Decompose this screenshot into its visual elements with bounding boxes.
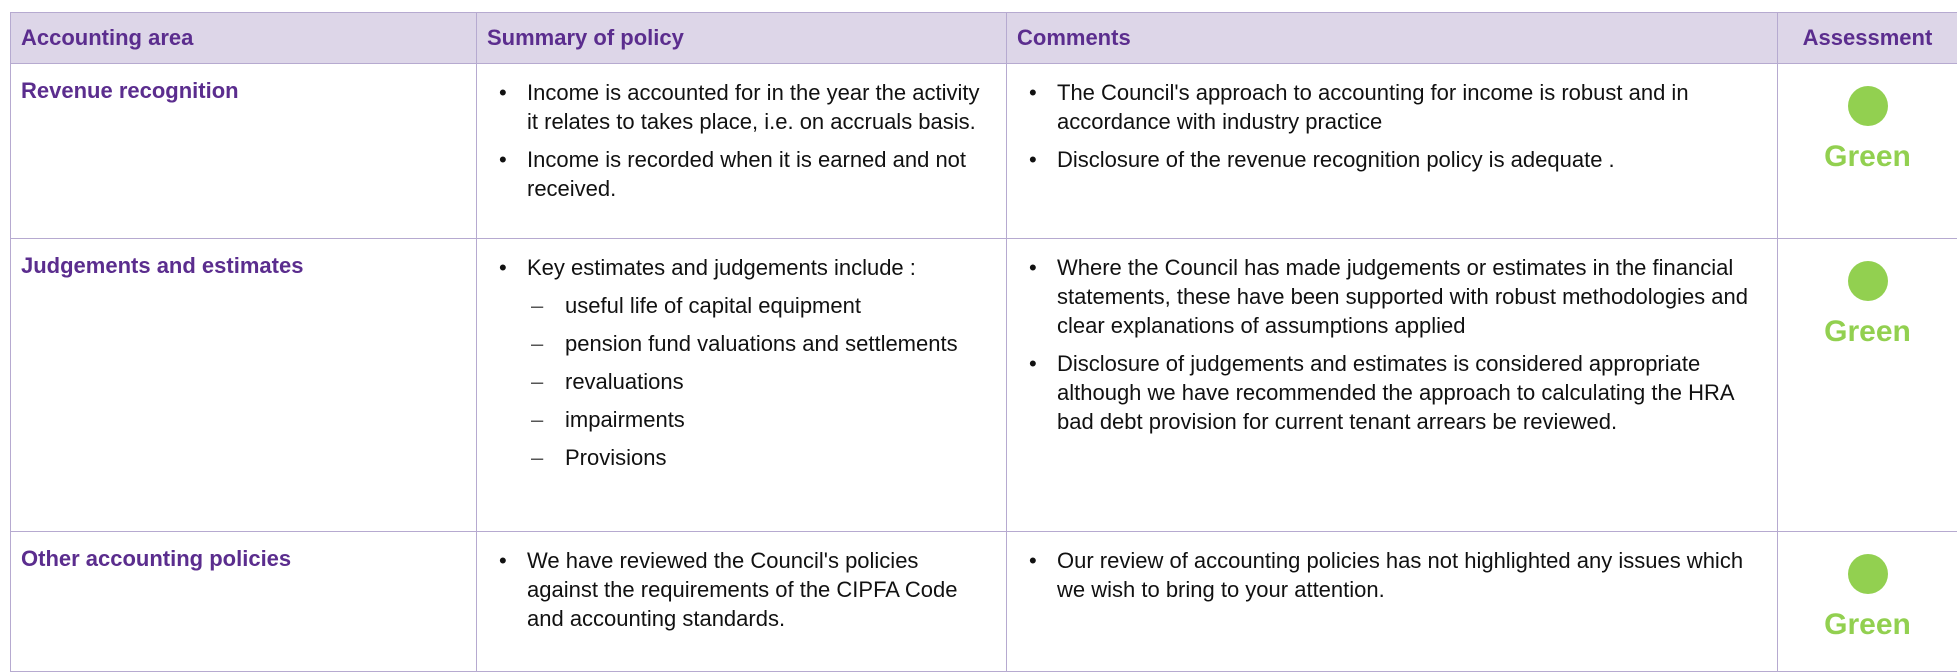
summary-list: We have reviewed the Council's policies … [489, 532, 994, 633]
area-cell: Revenue recognition [11, 64, 477, 239]
table-row: Judgements and estimatesKey estimates an… [11, 239, 1957, 532]
sub-item: impairments [489, 405, 994, 434]
bullet-item: We have reviewed the Council's policies … [489, 546, 994, 633]
summary-list: Key estimates and judgements include : us… [489, 239, 994, 472]
bullet-item: Disclosure of the revenue recognition po… [1019, 145, 1765, 174]
assessment-cell: Green [1778, 239, 1957, 532]
header-cell: Comments [1007, 13, 1778, 64]
area-cell: Other accounting policies [11, 532, 477, 672]
comments-cell: Our review of accounting policies has no… [1007, 532, 1778, 672]
bullet-item: Income is accounted for in the year the … [489, 78, 994, 136]
comments-cell: Where the Council has made judgements or… [1007, 239, 1778, 532]
bullet-item: The Council's approach to accounting for… [1019, 78, 1765, 136]
status-dot [1848, 554, 1888, 594]
status-dot [1848, 261, 1888, 301]
comments-list: The Council's approach to accounting for… [1019, 64, 1765, 174]
comments-list: Our review of accounting policies has no… [1019, 532, 1765, 604]
status-dot [1848, 86, 1888, 126]
status-label: Green [1778, 140, 1957, 174]
sub-item: useful life of capital equipment [489, 291, 994, 320]
sub-item: revaluations [489, 367, 994, 396]
comments-list: Where the Council has made judgements or… [1019, 239, 1765, 436]
table-row: Revenue recognitionIncome is accounted f… [11, 64, 1957, 239]
status-label: Green [1778, 315, 1957, 349]
bullet-item: Key estimates and judgements include : [489, 253, 994, 282]
bullet-item: Our review of accounting policies has no… [1019, 546, 1765, 604]
bullet-item: Where the Council has made judgements or… [1019, 253, 1765, 340]
assessment-cell: Green [1778, 64, 1957, 239]
summary-cell: We have reviewed the Council's policies … [477, 532, 1007, 672]
bullet-item: Income is recorded when it is earned and… [489, 145, 994, 203]
header-cell: Summary of policy [477, 13, 1007, 64]
header-row: Accounting area Summary of policy Commen… [11, 13, 1957, 64]
summary-cell: Income is accounted for in the year the … [477, 64, 1007, 239]
area-cell: Judgements and estimates [11, 239, 477, 532]
page: Accounting area Summary of policy Commen… [0, 0, 1957, 653]
sub-item: pension fund valuations and settlements [489, 329, 994, 358]
header-cell: Accounting area [11, 13, 477, 64]
assessment-cell: Green [1778, 532, 1957, 672]
comments-cell: The Council's approach to accounting for… [1007, 64, 1778, 239]
table-row: Other accounting policiesWe have reviewe… [11, 532, 1957, 672]
bullet-item: Disclosure of judgements and estimates i… [1019, 349, 1765, 436]
status-label: Green [1778, 608, 1957, 642]
policy-table: Accounting area Summary of policy Commen… [10, 12, 1957, 672]
header-cell: Assessment [1778, 13, 1957, 64]
summary-cell: Key estimates and judgements include : us… [477, 239, 1007, 532]
sub-item: Provisions [489, 443, 994, 472]
summary-list: Income is accounted for in the year the … [489, 64, 994, 203]
